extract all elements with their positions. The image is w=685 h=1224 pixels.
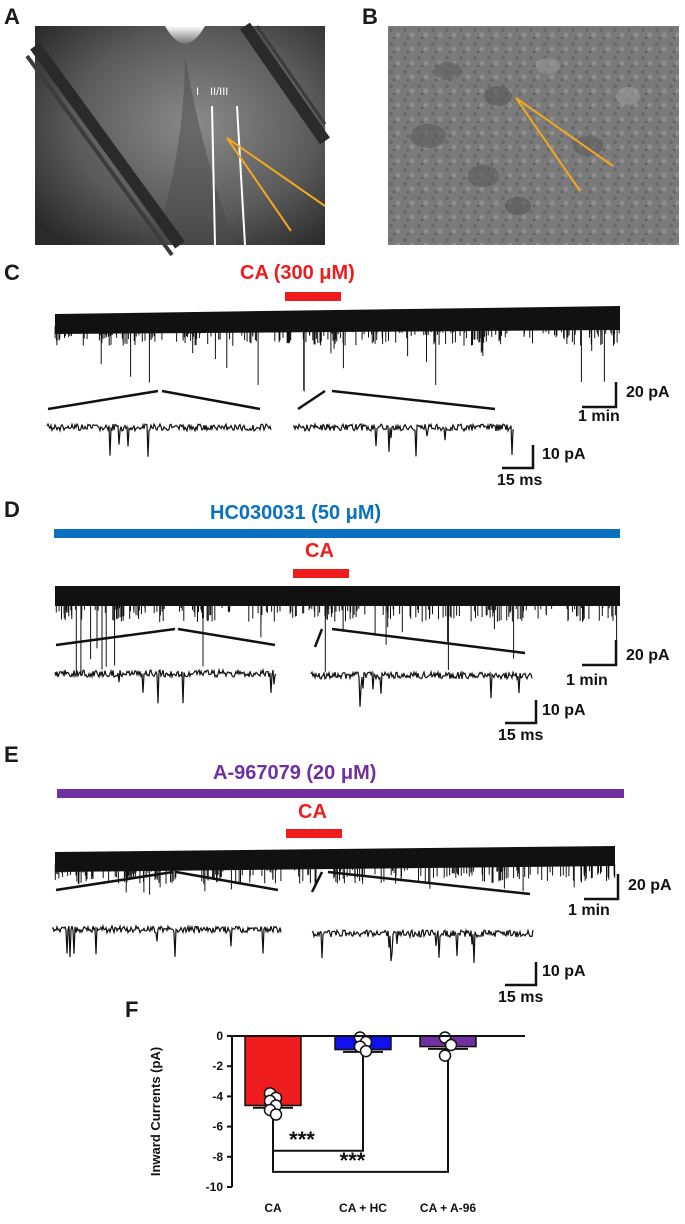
scale-label-zoom-y: 10 pA — [542, 963, 586, 980]
drug-application-bar — [293, 569, 349, 578]
electrode-outline — [515, 97, 614, 167]
y-tick-label: -6 — [212, 1120, 223, 1134]
data-point — [444, 1038, 458, 1052]
drug-label: CA — [298, 801, 327, 823]
x-tick-label: CA — [264, 1201, 282, 1215]
long-trace — [54, 306, 620, 392]
scale-label-y: 20 pA — [626, 647, 670, 664]
zoom-trace-right — [311, 928, 534, 963]
electrode-outline — [226, 137, 326, 207]
scale-bar-long — [582, 382, 618, 409]
x-tick-label: CA + HC — [339, 1201, 387, 1215]
scale-bar-zoom — [502, 445, 535, 470]
scale-label-y: 20 pA — [626, 384, 670, 401]
y-tick-label: -8 — [212, 1150, 223, 1164]
data-point — [359, 1044, 373, 1058]
scale-label-zoom-x: 15 ms — [498, 727, 544, 744]
y-tick-label: -4 — [212, 1089, 223, 1103]
zoom-connector-lines — [55, 870, 531, 896]
antagonist-label: A-967079 (20 μM) — [213, 762, 377, 784]
scale-bar-zoom — [505, 700, 538, 725]
long-trace — [54, 846, 616, 895]
neuron-micrograph — [388, 26, 679, 245]
panel-letter-f: F — [125, 997, 139, 1022]
zoom-trace-left — [54, 667, 277, 704]
data-point — [438, 1049, 452, 1062]
drug-label: CA — [305, 540, 334, 562]
antagonist-application-bar — [54, 529, 620, 538]
drug-application-bar — [285, 292, 341, 301]
layer-label-ii-iii: II/III — [210, 86, 229, 98]
scale-label-x: 1 min — [566, 672, 608, 689]
zoom-trace-left — [52, 923, 282, 958]
significance-label: *** — [340, 1148, 366, 1173]
scale-label-zoom-y: 10 pA — [542, 702, 586, 719]
scale-label-zoom-x: 15 ms — [498, 989, 544, 1006]
drug-application-bar — [286, 829, 342, 838]
zoom-connector-lines — [55, 627, 526, 655]
slice-micrograph — [25, 22, 330, 257]
bar-chart: *** *** 0 -2 -4 -6 -8 -10 CA CA + HC CA + A-96 Inwa… — [148, 1029, 525, 1215]
panel-letter-d: D — [4, 497, 20, 522]
scale-label-y: 20 pA — [628, 877, 672, 894]
panel-letter-a: A — [4, 4, 20, 29]
significance-label: *** — [289, 1127, 315, 1152]
scale-bar-long — [584, 874, 620, 901]
scale-bar-zoom — [505, 962, 538, 987]
zoom-connector-lines — [47, 389, 496, 411]
antagonist-application-bar — [57, 789, 624, 798]
zoom-trace-left — [46, 422, 272, 457]
panel-letter-c: C — [4, 260, 20, 285]
zoom-trace-right — [292, 422, 515, 457]
panel-letter-e: E — [4, 742, 19, 767]
scale-label-zoom-y: 10 pA — [542, 446, 586, 463]
y-tick-label: 0 — [216, 1029, 223, 1043]
antagonist-label: HC030031 (50 μM) — [210, 502, 382, 524]
data-point — [269, 1108, 283, 1121]
y-tick-label: -10 — [206, 1180, 224, 1194]
y-tick-label: -2 — [212, 1059, 223, 1073]
layer-label-i: I — [196, 86, 200, 98]
zoom-trace-right — [310, 669, 533, 707]
scale-bar-long — [582, 640, 618, 667]
scale-label-x: 1 min — [578, 408, 620, 425]
x-tick-label: CA + A-96 — [420, 1201, 476, 1215]
drug-label: CA (300 μM) — [240, 262, 355, 284]
long-trace — [55, 586, 620, 677]
significance-bracket — [272, 1048, 449, 1173]
panel-letter-b: B — [362, 4, 378, 29]
y-axis-label: Inward Currents (pA) — [148, 1047, 163, 1176]
scale-label-x: 1 min — [568, 902, 610, 919]
scale-label-zoom-x: 15 ms — [497, 472, 543, 489]
